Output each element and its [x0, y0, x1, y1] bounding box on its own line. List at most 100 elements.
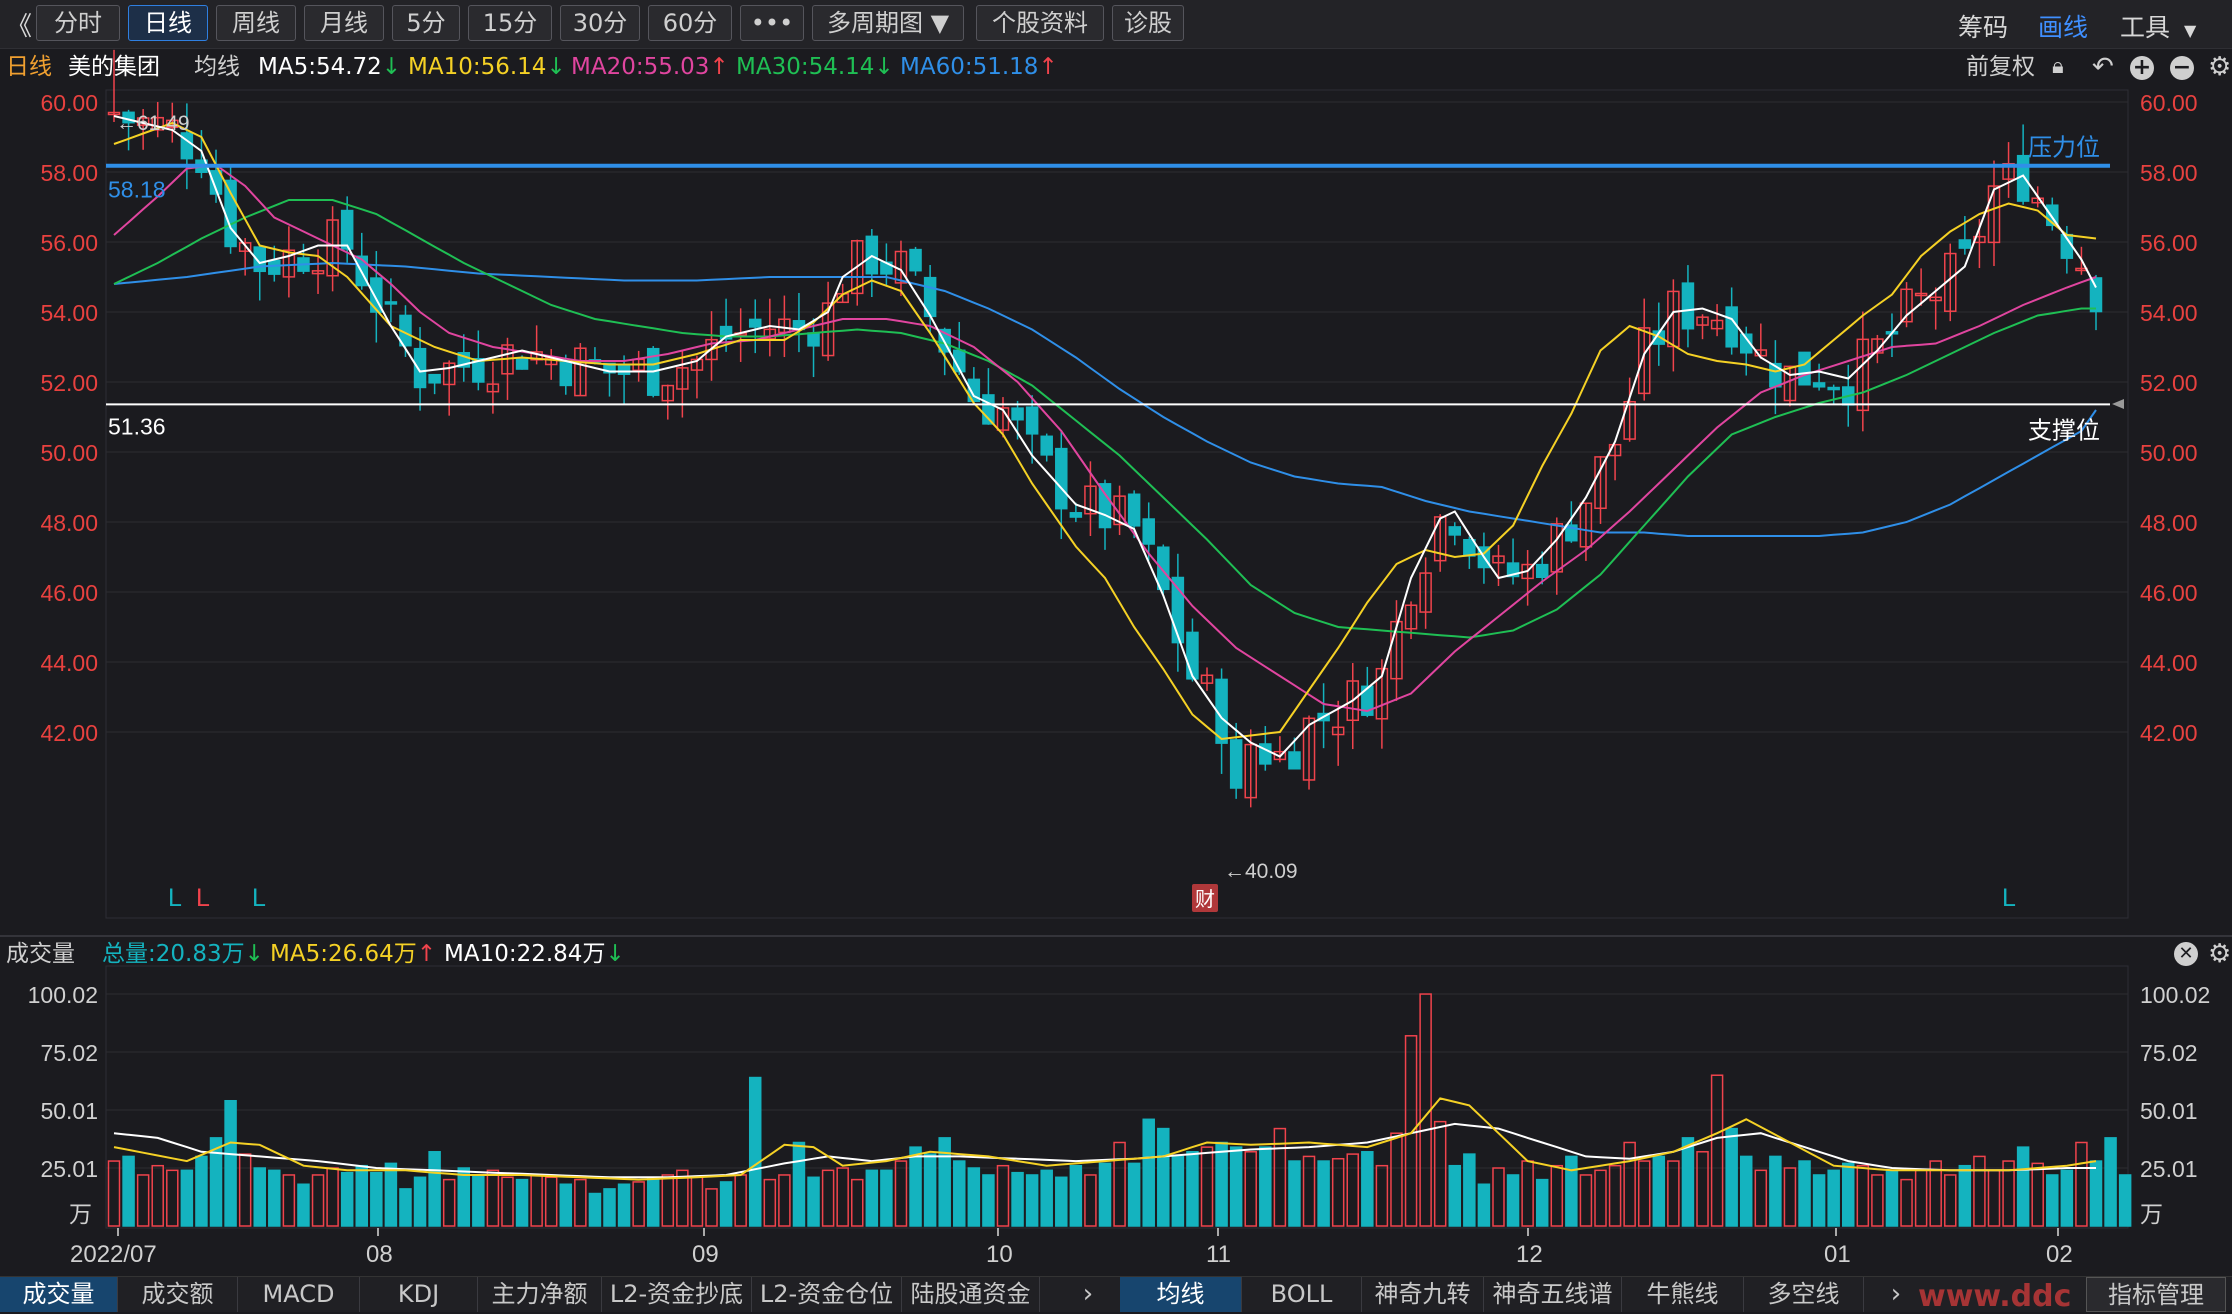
undo-icon[interactable]: ↶	[2092, 52, 2114, 82]
volume-bar	[967, 1167, 981, 1227]
volume-bar	[923, 1153, 937, 1227]
volume-title[interactable]: 成交量	[6, 941, 75, 967]
period-button-8[interactable]: •••	[740, 5, 804, 41]
candle-body	[1856, 338, 1870, 412]
volume-bar	[136, 1174, 150, 1227]
indicator-manage-button[interactable]: 指标管理	[2086, 1277, 2226, 1312]
candle-body	[224, 179, 237, 248]
period-button-10[interactable]: 个股资料	[976, 5, 1104, 41]
period-button-6[interactable]: 30分	[560, 5, 640, 41]
volume-tick-left: 100.02	[28, 982, 98, 1008]
ma-indicator-label[interactable]: 均线	[194, 54, 240, 80]
volume-bar	[1375, 1164, 1389, 1227]
date-axis-labels: 2022/07 08 09 10 11 12 01 02	[70, 1228, 2073, 1268]
period-button-4[interactable]: 5分	[392, 5, 460, 41]
lock-icon[interactable]: 🔒︎	[2052, 54, 2064, 79]
tabs-scroll-right-icon[interactable]: ›	[1082, 1279, 1094, 1309]
candle-body	[1113, 495, 1126, 526]
overlay-tab-2[interactable]: 神奇九转	[1362, 1277, 1484, 1312]
chips-button[interactable]: 筹码	[1958, 13, 2009, 42]
indicator-tab-1[interactable]: 成交额	[118, 1277, 238, 1312]
volume-bar	[1696, 1151, 1709, 1227]
settings-gear-icon[interactable]: ⚙	[2208, 939, 2232, 969]
ma60-value: MA60:51.18↑	[900, 54, 1058, 80]
finance-badge: 财	[1195, 887, 1215, 911]
y-tick-left: 60.00	[40, 90, 98, 116]
period-button-7[interactable]: 60分	[648, 5, 732, 41]
overlay-tab-5[interactable]: 多空线	[1744, 1277, 1864, 1312]
candle-body	[1506, 562, 1520, 578]
indicator-tab-6[interactable]: L2-资金仓位	[752, 1277, 902, 1312]
ma30-line	[113, 199, 2096, 639]
period-button-1[interactable]: 日线	[128, 5, 208, 41]
x-label: 10	[986, 1241, 1013, 1268]
volume-bar	[195, 1155, 208, 1227]
candle-body	[442, 362, 456, 386]
indicator-tab-3[interactable]: KDJ	[360, 1277, 478, 1312]
period-button-0[interactable]: 分时	[36, 5, 120, 41]
volume-bar	[2002, 1160, 2015, 1227]
tabs-scroll-right-icon[interactable]: ›	[1890, 1279, 1902, 1309]
arrow-down-icon: ↓	[605, 941, 625, 967]
overlay-tab-0[interactable]: 均线	[1120, 1277, 1242, 1312]
draw-line-button[interactable]: 画线	[2038, 13, 2089, 42]
volume-bar	[1390, 1132, 1403, 1227]
indicator-tab-0[interactable]: 成交量	[0, 1277, 118, 1312]
volume-bar	[1011, 1171, 1024, 1227]
period-button-5[interactable]: 15分	[468, 5, 552, 41]
settings-gear-icon[interactable]: ⚙	[2208, 52, 2232, 82]
period-button-11[interactable]: 诊股	[1112, 5, 1184, 41]
volume-bar	[1652, 1155, 1666, 1227]
indicator-tab-5[interactable]: L2-资金抄底	[602, 1277, 752, 1312]
indicator-tab-7[interactable]: 陆股通资金	[902, 1277, 1040, 1312]
volume-unit-left: 万	[69, 1202, 92, 1228]
candle-body	[1900, 288, 1913, 323]
tools-menu-button[interactable]: 工具 ▼	[2120, 8, 2196, 44]
candle-body	[413, 347, 427, 389]
period-button-3[interactable]: 月线	[304, 5, 384, 41]
volume-bar	[1361, 1151, 1374, 1227]
candle-body	[1812, 382, 1826, 388]
volume-bar	[690, 1176, 704, 1227]
candle-body	[1565, 524, 1578, 542]
candle-body	[515, 357, 529, 370]
signal-mark: L	[2002, 884, 2016, 912]
indicator-tab-2[interactable]: MACD	[238, 1277, 360, 1312]
x-label: 12	[1516, 1241, 1543, 1268]
collapse-back-icon[interactable]: 《	[6, 12, 33, 42]
overlay-tab-1[interactable]: BOLL	[1242, 1277, 1362, 1312]
period-button-2[interactable]: 周线	[216, 5, 296, 41]
kline-chart[interactable]: 60.00 60.00 58.00 58.00 56.00 56.00 54.00 54.00…	[0, 0, 2232, 1276]
volume-ma10: MA10:22.84万↓	[444, 941, 625, 967]
volume-bar	[501, 1176, 514, 1227]
ma20-value: MA20:55.03↑	[571, 54, 729, 80]
candle-body	[851, 240, 864, 295]
period-button-9[interactable]: 多周期图 ▼	[812, 5, 964, 41]
volume-bar	[1900, 1178, 1913, 1227]
zoom-in-icon[interactable]: +	[2130, 56, 2154, 80]
candle-body	[676, 367, 689, 390]
volume-bar	[1958, 1164, 1972, 1227]
volume-bar	[1725, 1127, 1738, 1227]
volume-bar	[1259, 1146, 1272, 1227]
arrow-down-icon: ↓	[244, 941, 264, 967]
overlay-tab-3[interactable]: 神奇五线谱	[1484, 1277, 1622, 1312]
signal-mark: L	[252, 884, 266, 912]
adjust-mode-button[interactable]: 前复权	[1966, 54, 2035, 80]
candle-body	[1710, 319, 1724, 330]
candle-body	[472, 357, 485, 383]
volume-bar	[632, 1181, 645, 1227]
overlay-tab-4[interactable]: 牛熊线	[1622, 1277, 1744, 1312]
ma10-line	[113, 121, 2097, 741]
zoom-out-icon[interactable]: −	[2170, 56, 2194, 80]
volume-bar	[1127, 1162, 1141, 1227]
volume-ma5-line	[113, 1097, 2097, 1181]
volume-bar	[472, 1174, 485, 1227]
candle-body	[238, 242, 252, 252]
y-tick-right: 54.00	[2140, 300, 2198, 326]
indicator-tab-4[interactable]: 主力净额	[478, 1277, 602, 1312]
close-indicator-icon[interactable]: ✕	[2174, 942, 2198, 966]
volume-bar	[1142, 1118, 1155, 1227]
y-tick-left: 56.00	[40, 230, 98, 256]
volume-bar	[1812, 1174, 1826, 1227]
